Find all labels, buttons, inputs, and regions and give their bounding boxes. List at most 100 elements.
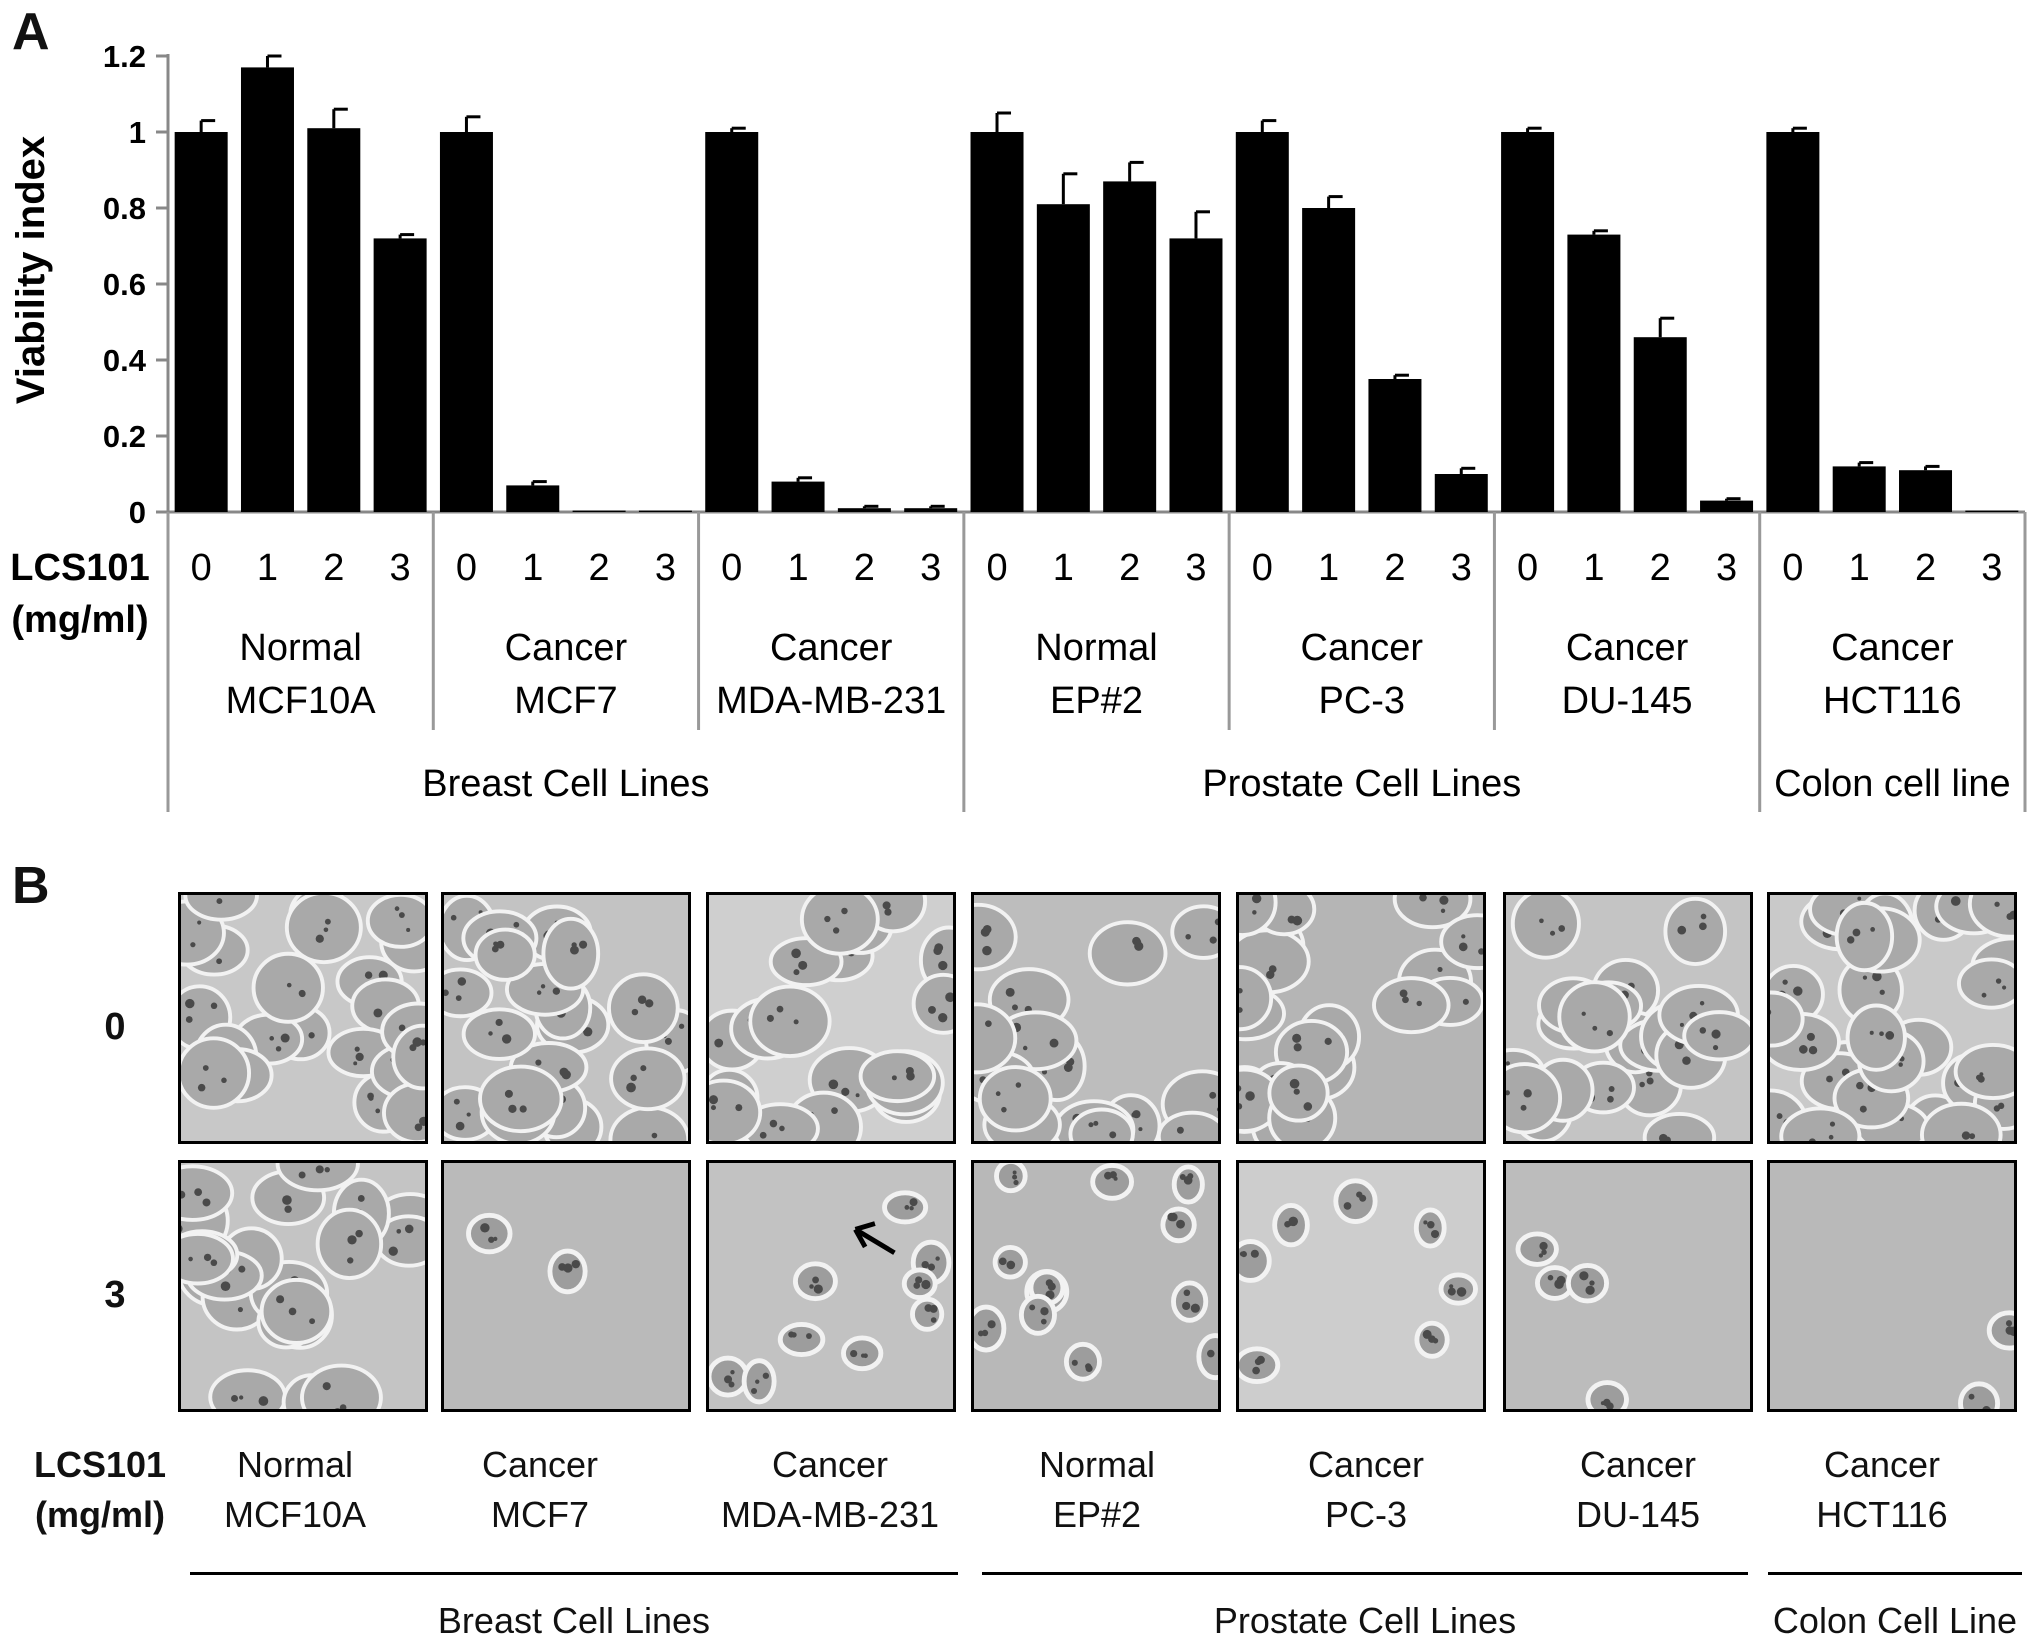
nucleus-granule (651, 1132, 658, 1139)
bar (439, 132, 493, 512)
cell-shape (1779, 1106, 1862, 1141)
micrograph-image (1767, 892, 2017, 1144)
nucleus-granule (766, 1014, 774, 1022)
nucleus-granule (730, 1370, 735, 1375)
dose-tick-label: 1 (1849, 547, 1870, 589)
nucleus-granule (664, 1037, 672, 1045)
cell-shape (609, 1046, 687, 1112)
nucleus-granule (995, 1091, 1001, 1097)
nucleus-granule (1428, 1335, 1436, 1343)
nucleus-granule (1547, 1274, 1554, 1281)
nucleus-granule (368, 1095, 374, 1101)
nucleus-granule (508, 1104, 517, 1114)
cell-shape (466, 1212, 513, 1255)
cell-shape (1392, 895, 1473, 930)
cell-line-name: EP#2 (1050, 680, 1143, 722)
column-status: Normal (1038, 1444, 1155, 1485)
nucleus-granule (1176, 1219, 1185, 1229)
nucleus-granule (1981, 992, 1987, 998)
nucleus-granule (904, 1205, 910, 1210)
nucleus-granule (197, 920, 202, 925)
nucleus-granule (1581, 1011, 1586, 1016)
nucleus-granule (1250, 1249, 1259, 1258)
group-underline (190, 1572, 958, 1575)
nucleus-granule (1439, 895, 1449, 905)
nucleus-granule (339, 1404, 347, 1409)
micrograph-image (441, 892, 691, 1144)
cell-shape (1068, 1107, 1135, 1141)
cell-shape (901, 1267, 938, 1300)
nucleus-granule (1699, 1027, 1707, 1034)
nucleus-granule (1608, 1086, 1615, 1092)
nucleus-granule (1138, 1127, 1143, 1132)
nucleus-granule (571, 1259, 581, 1269)
dose-label: LCS101 (10, 547, 149, 589)
dose-tick-label: 2 (1119, 547, 1140, 589)
cell-shape (1239, 1239, 1272, 1283)
row-dose-label: 3 (104, 1274, 126, 1316)
nucleus-granule (1287, 915, 1296, 924)
nucleus-granule (1461, 934, 1466, 939)
nucleus-granule (938, 1013, 948, 1023)
bar (307, 128, 361, 512)
cell-shape (1018, 1293, 1057, 1336)
cell-shape (911, 972, 953, 1035)
nucleus-granule (1011, 1004, 1018, 1011)
nucleus-granule (388, 1246, 398, 1256)
nucleus-granule (197, 1083, 206, 1092)
column-status: Cancer (481, 1444, 599, 1485)
nucleus-granule (631, 1008, 639, 1016)
cell-shape (1957, 957, 2014, 1010)
y-tick-label: 0 (129, 495, 146, 530)
nucleus-granule (809, 1284, 814, 1289)
micrograph-image (706, 1160, 956, 1412)
nucleus-granule (563, 1263, 573, 1273)
nucleus-granule (1852, 928, 1861, 937)
nucleus-granule (238, 1265, 246, 1273)
nucleus-granule (891, 1075, 897, 1081)
nucleus-granule (1399, 989, 1408, 998)
cell-shape (1439, 913, 1483, 971)
micrograph-image (178, 892, 428, 1144)
nucleus-granule (945, 992, 953, 1003)
cell-shape (315, 1207, 384, 1280)
nucleus-granule (1359, 1194, 1367, 1202)
nucleus-granule (710, 1105, 716, 1111)
nucleus-granule (841, 907, 848, 915)
column-cell-line: MCF10A (223, 1494, 367, 1535)
nucleus-granule (1239, 987, 1243, 994)
nucleus-granule (1167, 1212, 1176, 1222)
bar (1501, 132, 1555, 512)
nucleus-granule (373, 1008, 383, 1018)
column-label: Cancer MCF7 (410, 1440, 670, 1540)
nucleus-granule (353, 1061, 358, 1066)
nucleus-granule (1589, 1280, 1595, 1286)
nucleus-granule (1132, 1110, 1141, 1119)
nucleus-granule (793, 1019, 799, 1025)
nucleus-granule (1806, 1032, 1815, 1041)
nucleus-granule (1252, 910, 1257, 915)
nucleus-granule (1995, 978, 2002, 984)
dose-tick-label: 0 (1517, 547, 1538, 589)
nucleus-granule (1898, 1062, 1903, 1067)
nucleus-granule (1539, 918, 1544, 924)
nucleus-granule (1063, 1063, 1073, 1072)
organ-group-label: Colon Cell Line (1772, 1600, 2018, 1641)
nucleus-granule (1182, 1301, 1191, 1311)
column-status: Cancer (1823, 1444, 1941, 1485)
nucleus-granule (791, 948, 801, 959)
nucleus-granule (1859, 1105, 1867, 1113)
bar (1700, 500, 1754, 512)
nucleus-granule (1427, 1221, 1435, 1229)
cell-shape (799, 895, 880, 956)
nucleus-granule (1808, 1045, 1818, 1055)
organ-group-label: Prostate Cell Lines (1202, 763, 1521, 805)
cell-shape (1557, 980, 1632, 1054)
dose-tick-label: 2 (854, 547, 875, 589)
cell-shape (181, 1036, 252, 1110)
nucleus-granule (1782, 979, 1788, 985)
nucleus-granule (913, 1282, 921, 1289)
nucleus-granule (1040, 1307, 1049, 1316)
column-cell-line: HCT116 (1816, 1494, 1948, 1535)
